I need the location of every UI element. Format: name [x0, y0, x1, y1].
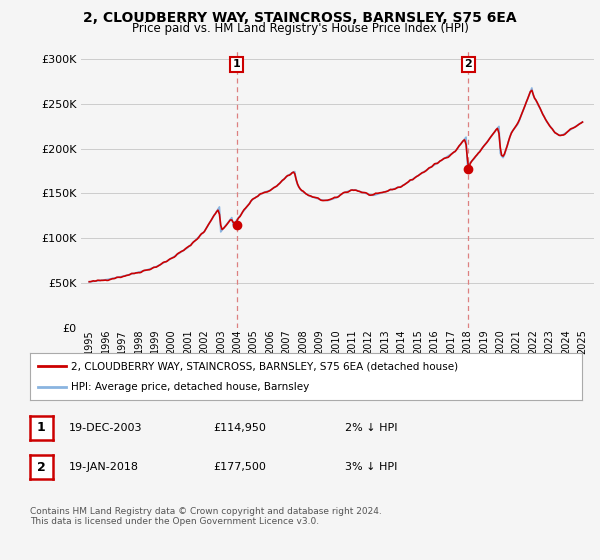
- Text: 3% ↓ HPI: 3% ↓ HPI: [345, 462, 397, 472]
- Text: £114,950: £114,950: [213, 423, 266, 433]
- Text: HPI: Average price, detached house, Barnsley: HPI: Average price, detached house, Barn…: [71, 382, 310, 392]
- Text: 2% ↓ HPI: 2% ↓ HPI: [345, 423, 398, 433]
- Text: £177,500: £177,500: [213, 462, 266, 472]
- Text: 1: 1: [233, 59, 241, 69]
- Text: Price paid vs. HM Land Registry's House Price Index (HPI): Price paid vs. HM Land Registry's House …: [131, 22, 469, 35]
- Text: 2, CLOUDBERRY WAY, STAINCROSS, BARNSLEY, S75 6EA: 2, CLOUDBERRY WAY, STAINCROSS, BARNSLEY,…: [83, 11, 517, 25]
- Text: 2, CLOUDBERRY WAY, STAINCROSS, BARNSLEY, S75 6EA (detached house): 2, CLOUDBERRY WAY, STAINCROSS, BARNSLEY,…: [71, 361, 458, 371]
- Text: 19-DEC-2003: 19-DEC-2003: [69, 423, 143, 433]
- Text: 2: 2: [37, 460, 46, 474]
- Text: Contains HM Land Registry data © Crown copyright and database right 2024.
This d: Contains HM Land Registry data © Crown c…: [30, 507, 382, 526]
- Text: 19-JAN-2018: 19-JAN-2018: [69, 462, 139, 472]
- Text: 1: 1: [37, 421, 46, 435]
- Text: 2: 2: [464, 59, 472, 69]
